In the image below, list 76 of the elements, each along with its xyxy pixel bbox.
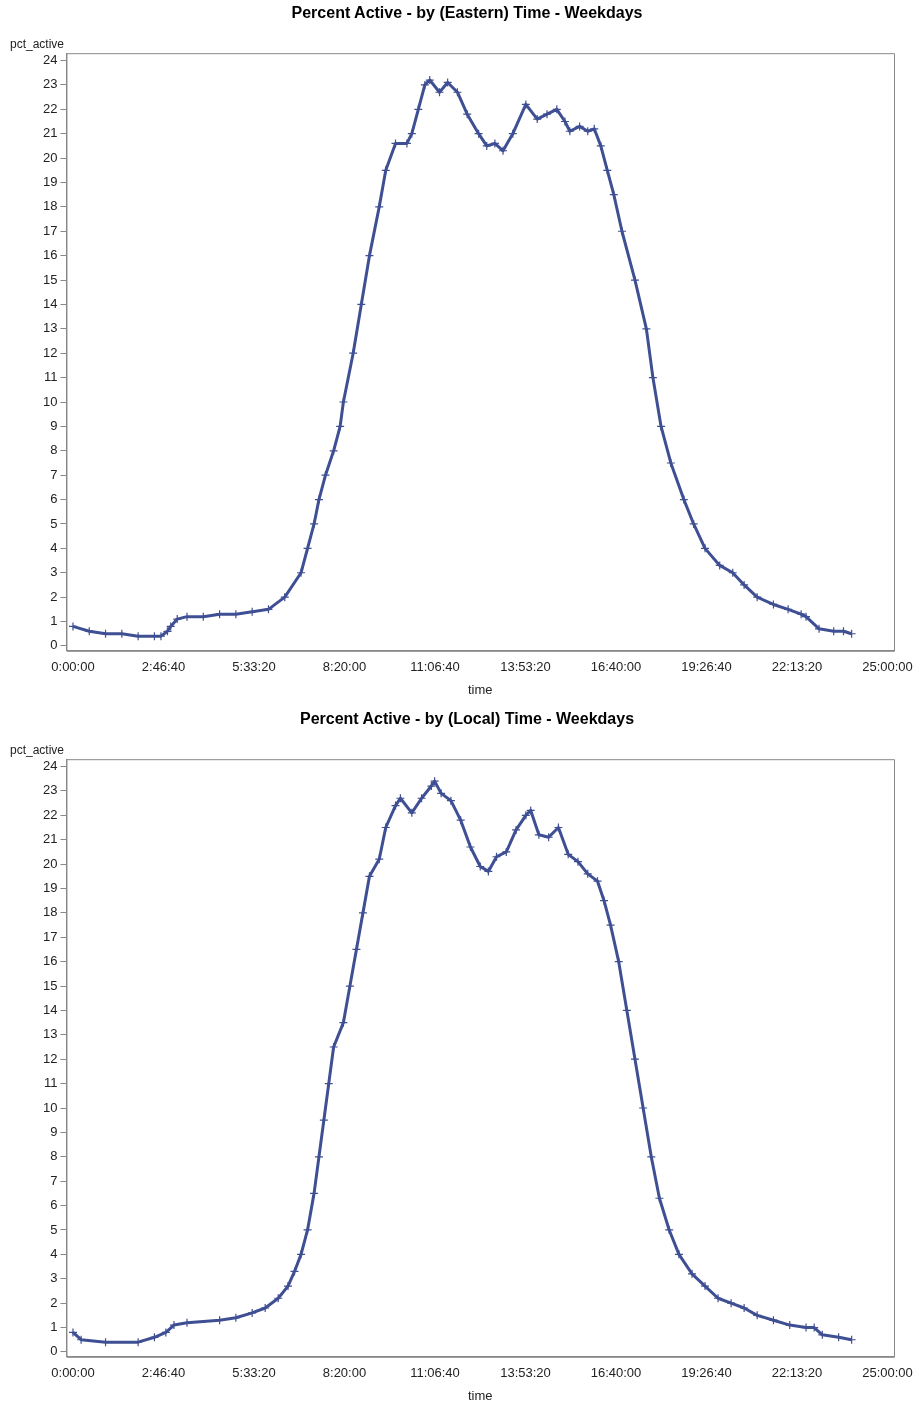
x-tick-label: 16:40:00: [590, 1365, 642, 1381]
y-tick-label: 15: [42, 271, 58, 287]
y-tick-label: 12: [42, 1050, 58, 1066]
y-tick-label: 21: [42, 125, 58, 141]
x-tick-label: 2:46:40: [141, 659, 186, 675]
y-tick-label: 8: [50, 442, 58, 458]
y-tick-label: 3: [50, 564, 58, 580]
y-tick-label: 0: [50, 1343, 58, 1359]
y-tick-label: 24: [42, 758, 58, 774]
x-tick-label: 0:00:00: [51, 659, 95, 675]
x-tick-label: 13:53:20: [500, 659, 551, 675]
x-tick-label: 19:26:40: [681, 659, 732, 675]
y-tick-label: 7: [50, 1172, 58, 1188]
y-tick-label: 17: [42, 928, 58, 944]
y-tick-label: 9: [50, 417, 58, 433]
y-axis-title: pct_active: [10, 36, 65, 51]
chart-title: Percent Active - by (Local) Time - Weekdays: [299, 710, 635, 728]
y-tick-label: 14: [42, 296, 58, 312]
x-tick-label: 11:06:40: [410, 1365, 460, 1381]
y-tick-label: 3: [50, 1270, 58, 1286]
x-axis-title: time: [467, 1387, 493, 1403]
y-tick-label: 10: [42, 1099, 58, 1115]
y-tick-label: 20: [42, 855, 58, 871]
y-tick-label: 4: [50, 539, 58, 555]
y-tick-label: 23: [42, 76, 58, 92]
y-axis-title: pct_active: [10, 742, 65, 757]
y-tick-label: 22: [42, 806, 58, 822]
x-tick-label: 2:46:40: [141, 1365, 186, 1381]
x-tick-label: 5:33:20: [232, 659, 276, 675]
y-tick-label: 20: [42, 149, 58, 165]
x-tick-label: 5:33:20: [232, 1365, 276, 1381]
y-tick-label: 12: [42, 344, 58, 360]
y-tick-label: 16: [42, 953, 58, 969]
y-tick-label: 7: [50, 466, 58, 482]
y-tick-label: 19: [42, 174, 58, 190]
y-tick-label: 11: [43, 1075, 58, 1091]
y-tick-label: 0: [50, 637, 58, 653]
x-tick-label: 8:20:00: [322, 659, 367, 675]
y-tick-label: 1: [50, 1319, 58, 1335]
y-tick-label: 9: [50, 1123, 58, 1139]
y-tick-label: 6: [50, 1197, 58, 1213]
y-tick-label: 2: [50, 1294, 58, 1310]
y-tick-label: 1: [50, 613, 58, 629]
y-tick-label: 18: [42, 198, 58, 214]
y-tick-label: 15: [42, 977, 58, 993]
y-tick-label: 11: [43, 369, 58, 385]
x-tick-label: 19:26:40: [681, 1365, 732, 1381]
y-tick-label: 13: [42, 1026, 58, 1042]
x-tick-label: 16:40:00: [590, 659, 642, 675]
y-tick-label: 6: [50, 491, 58, 507]
y-tick-label: 23: [42, 782, 58, 798]
x-tick-label: 25:00:00: [862, 659, 913, 675]
y-tick-label: 17: [42, 222, 58, 238]
y-tick-label: 18: [42, 904, 58, 920]
y-tick-label: 22: [42, 100, 58, 116]
x-tick-label: 8:20:00: [322, 1365, 367, 1381]
y-tick-label: 21: [42, 831, 58, 847]
y-tick-label: 14: [42, 1002, 58, 1018]
y-tick-label: 5: [50, 515, 58, 531]
y-tick-label: 13: [42, 320, 58, 336]
y-tick-label: 5: [50, 1221, 58, 1237]
x-tick-label: 25:00:00: [862, 1365, 913, 1381]
y-tick-label: 10: [42, 393, 58, 409]
y-tick-label: 2: [50, 588, 58, 604]
x-tick-label: 22:13:20: [771, 659, 823, 675]
x-tick-label: 11:06:40: [410, 659, 460, 675]
y-tick-label: 16: [42, 247, 58, 263]
x-tick-label: 0:00:00: [51, 1365, 95, 1381]
x-tick-label: 22:13:20: [771, 1365, 823, 1381]
x-tick-label: 13:53:20: [500, 1365, 551, 1381]
chart-title: Percent Active - by (Eastern) Time - Weekdays: [291, 4, 643, 22]
x-axis-title: time: [467, 681, 493, 697]
y-tick-label: 24: [42, 52, 58, 68]
y-tick-label: 4: [50, 1245, 58, 1261]
y-tick-label: 8: [50, 1148, 58, 1164]
y-tick-label: 19: [42, 880, 58, 896]
